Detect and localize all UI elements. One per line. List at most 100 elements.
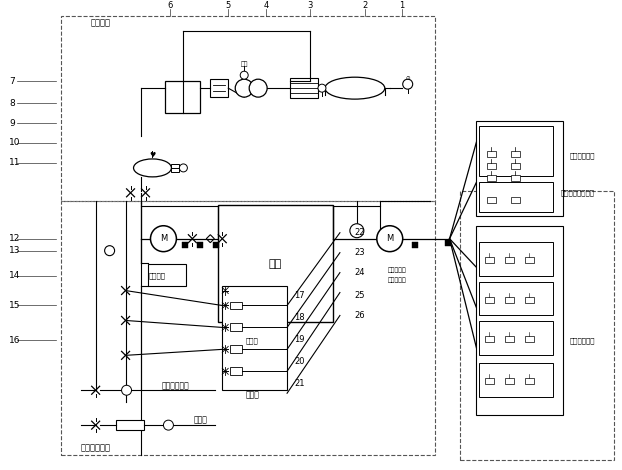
Text: 低压啦雾安全系统: 低压啦雾安全系统 (560, 189, 594, 196)
Circle shape (249, 79, 267, 97)
Bar (526, 257, 534, 263)
Text: 26: 26 (355, 311, 366, 320)
Text: 23: 23 (355, 248, 366, 257)
Bar (230, 368, 242, 375)
Text: 24: 24 (355, 268, 365, 277)
Bar (230, 323, 242, 331)
Text: 25: 25 (355, 291, 365, 300)
Text: 大气: 大气 (241, 62, 248, 67)
Bar (480, 182, 553, 212)
Bar (486, 257, 494, 263)
Bar (475, 121, 564, 216)
Bar (506, 257, 514, 263)
Bar (230, 302, 242, 309)
Circle shape (121, 385, 131, 395)
Bar (218, 205, 333, 322)
Bar (506, 378, 514, 384)
Text: 3: 3 (307, 1, 313, 10)
Text: 12: 12 (9, 234, 21, 243)
Bar (480, 321, 553, 355)
Bar (506, 337, 514, 342)
Circle shape (164, 420, 174, 430)
Bar (172, 164, 179, 172)
Bar (486, 297, 494, 303)
Bar (213, 242, 220, 248)
Text: 15: 15 (9, 301, 21, 310)
Text: 17: 17 (294, 291, 305, 300)
Bar (488, 197, 496, 203)
Text: 11: 11 (9, 158, 21, 167)
Bar (290, 78, 318, 98)
Circle shape (377, 226, 402, 251)
Circle shape (179, 164, 187, 172)
Bar (488, 175, 496, 181)
Text: 14: 14 (9, 271, 21, 280)
Bar (480, 282, 553, 315)
Bar (526, 297, 534, 303)
Text: 主喷水: 主喷水 (246, 337, 259, 344)
Circle shape (235, 79, 253, 97)
Bar (412, 242, 418, 248)
Text: 扫盘安全啦水: 扫盘安全啦水 (569, 153, 595, 159)
Bar (182, 242, 188, 248)
Text: ⊙: ⊙ (406, 76, 410, 81)
Text: 9: 9 (9, 118, 15, 127)
Circle shape (350, 224, 364, 238)
Bar (61, 16, 435, 201)
Bar (511, 175, 521, 181)
Text: 16: 16 (9, 336, 21, 345)
Text: 水筱: 水筱 (269, 258, 282, 269)
Bar (480, 126, 553, 176)
Text: 封动管道清洗: 封动管道清洗 (162, 382, 189, 391)
Text: 20: 20 (294, 357, 305, 366)
Bar (61, 201, 435, 455)
Bar (506, 297, 514, 303)
Circle shape (318, 84, 326, 92)
Text: 高压水路系统: 高压水路系统 (81, 444, 111, 453)
Text: 雾啦安全啦水: 雾啦安全啦水 (569, 337, 595, 344)
Text: 回水稳压: 回水稳压 (149, 272, 165, 279)
Text: 10: 10 (9, 139, 21, 148)
Bar (488, 151, 496, 157)
Bar (230, 345, 242, 353)
Bar (526, 337, 534, 342)
Bar (210, 79, 228, 97)
Bar (475, 226, 564, 415)
Bar (486, 378, 494, 384)
Bar (480, 242, 553, 275)
Text: 1: 1 (399, 1, 404, 10)
Circle shape (240, 71, 248, 79)
Bar (460, 191, 614, 460)
Bar (511, 163, 521, 169)
Text: 6: 6 (168, 1, 173, 10)
Bar (165, 81, 200, 113)
Text: 主喷水: 主喷水 (245, 391, 259, 400)
Text: M: M (386, 234, 393, 243)
Text: 左制控口水: 左制控口水 (388, 278, 407, 283)
Text: 2: 2 (362, 1, 368, 10)
Bar (222, 286, 287, 390)
Circle shape (151, 226, 177, 251)
Bar (149, 264, 187, 286)
Text: 5: 5 (226, 1, 231, 10)
Text: M: M (160, 234, 167, 243)
Text: 8: 8 (9, 99, 15, 108)
Bar (486, 337, 494, 342)
Bar (480, 363, 553, 397)
Text: 4: 4 (264, 1, 269, 10)
Text: 21: 21 (294, 379, 305, 388)
Text: 18: 18 (294, 313, 305, 322)
Text: 13: 13 (9, 246, 21, 255)
Text: 19: 19 (294, 335, 305, 344)
Text: 7: 7 (9, 77, 15, 86)
Text: 洗车機: 洗车機 (193, 415, 207, 425)
Ellipse shape (134, 159, 172, 177)
Bar (488, 163, 496, 169)
Text: ♥: ♥ (149, 152, 156, 158)
Bar (511, 197, 521, 203)
Text: 流道主控阀: 流道主控阀 (388, 268, 407, 274)
Bar (445, 240, 450, 246)
Circle shape (402, 79, 412, 89)
Bar (511, 151, 521, 157)
Bar (526, 378, 534, 384)
